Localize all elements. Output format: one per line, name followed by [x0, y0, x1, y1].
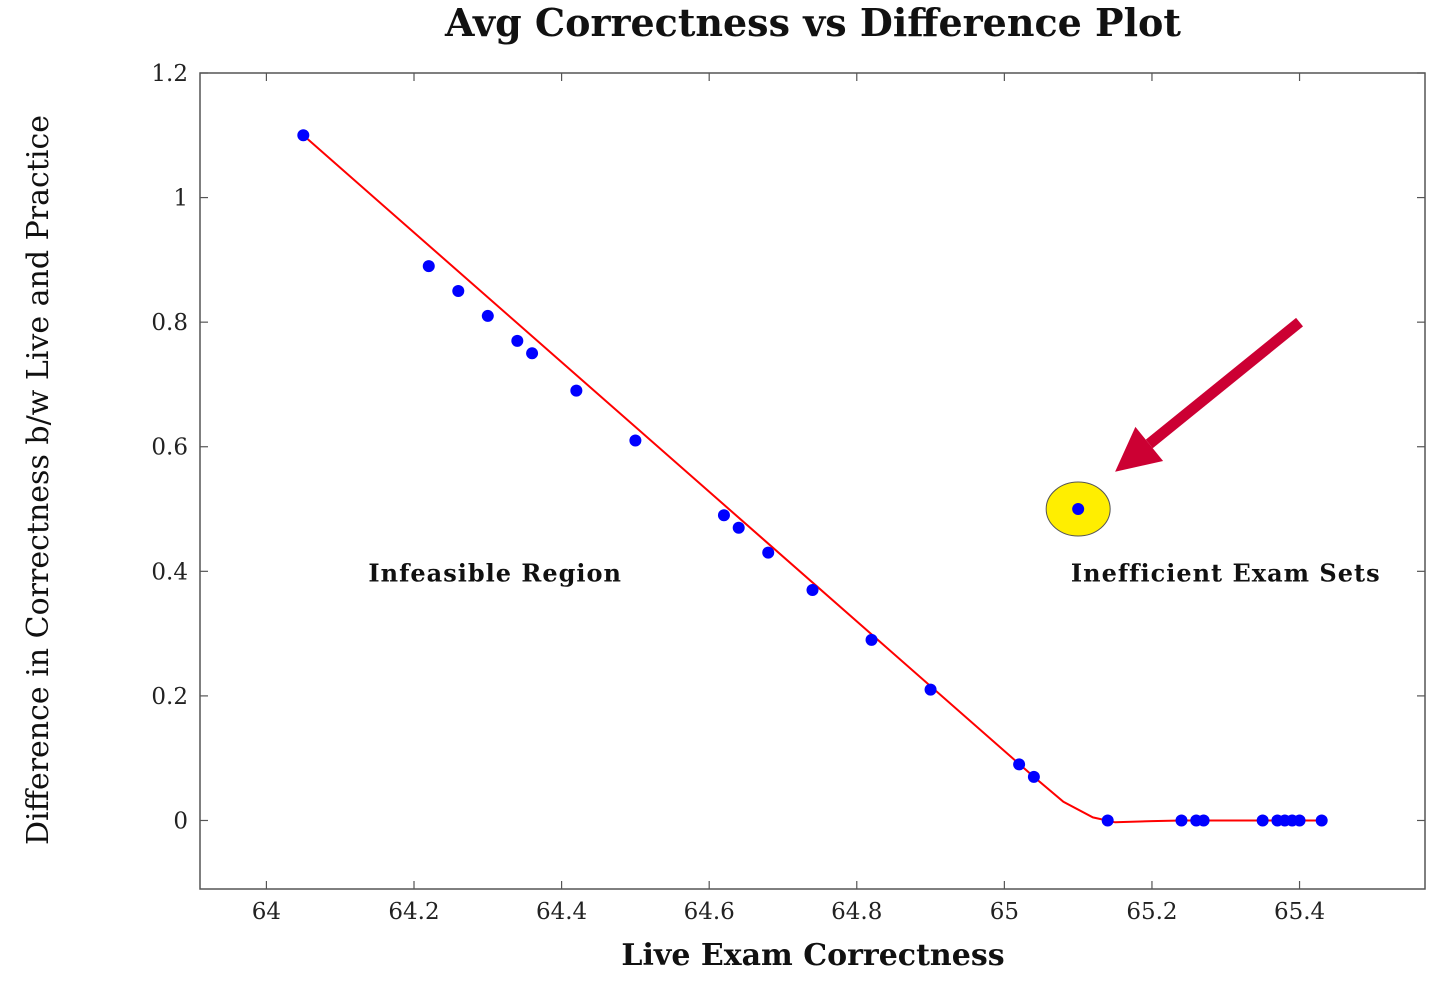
data-point [1197, 814, 1210, 827]
highlight-point [1072, 503, 1085, 516]
data-points [297, 129, 1328, 827]
data-point [570, 384, 583, 397]
data-point [865, 633, 878, 646]
chart-title: Avg Correctness vs Difference Plot [444, 0, 1181, 45]
data-point [481, 309, 494, 322]
x-tick-label: 64 [252, 899, 281, 925]
data-point [422, 260, 435, 273]
x-tick-label: 64.8 [831, 899, 882, 925]
data-point [806, 584, 819, 597]
data-point [1013, 758, 1026, 771]
data-point [1175, 814, 1188, 827]
y-tick-label: 0.4 [151, 559, 188, 585]
data-point [1101, 814, 1114, 827]
arrow-head [1115, 426, 1164, 472]
x-axis-label: Live Exam Correctness [621, 938, 1004, 973]
data-point [1027, 770, 1040, 783]
x-tick-label: 64.6 [684, 899, 735, 925]
x-tick-label: 64.4 [536, 899, 587, 925]
data-point [1293, 814, 1306, 827]
data-point [1256, 814, 1269, 827]
data-point [1315, 814, 1328, 827]
x-tick-label: 64.2 [388, 899, 439, 925]
x-tick-label: 65.2 [1126, 899, 1177, 925]
data-point [732, 521, 745, 534]
y-tick-label: 0 [173, 808, 188, 834]
plot-frame [199, 72, 1426, 890]
annotation-arrow [1115, 317, 1304, 472]
data-point [526, 347, 539, 360]
data-point [629, 434, 642, 447]
data-point [717, 509, 730, 522]
data-point [511, 334, 524, 347]
y-axis-ticks: 0 0.2 0.4 0.6 0.8 1 1.2 [151, 61, 1425, 834]
x-axis-ticks: 64 64.2 64.4 64.6 64.8 65 65.2 65.4 [252, 73, 1325, 925]
x-tick-label: 65.4 [1274, 899, 1325, 925]
data-point [297, 129, 310, 142]
y-tick-label: 0.6 [151, 435, 188, 461]
highlight-point-group [1045, 481, 1111, 537]
y-tick-label: 1.2 [151, 61, 188, 87]
y-tick-label: 0.2 [151, 684, 188, 710]
series-line [302, 134, 1322, 824]
annotation-inefficient-exam-sets: Inefficient Exam Sets [1071, 558, 1381, 587]
x-tick-label: 65 [990, 899, 1019, 925]
arrow-shaft [1145, 317, 1304, 449]
y-tick-label: 1 [173, 186, 188, 212]
data-point [924, 683, 937, 696]
annotation-infeasible-region: Infeasible Region [368, 558, 622, 587]
y-axis-label: Difference in Correctness b/w Live and P… [21, 115, 56, 845]
data-point [452, 285, 465, 298]
data-point [762, 546, 775, 559]
y-tick-label: 0.8 [151, 310, 188, 336]
